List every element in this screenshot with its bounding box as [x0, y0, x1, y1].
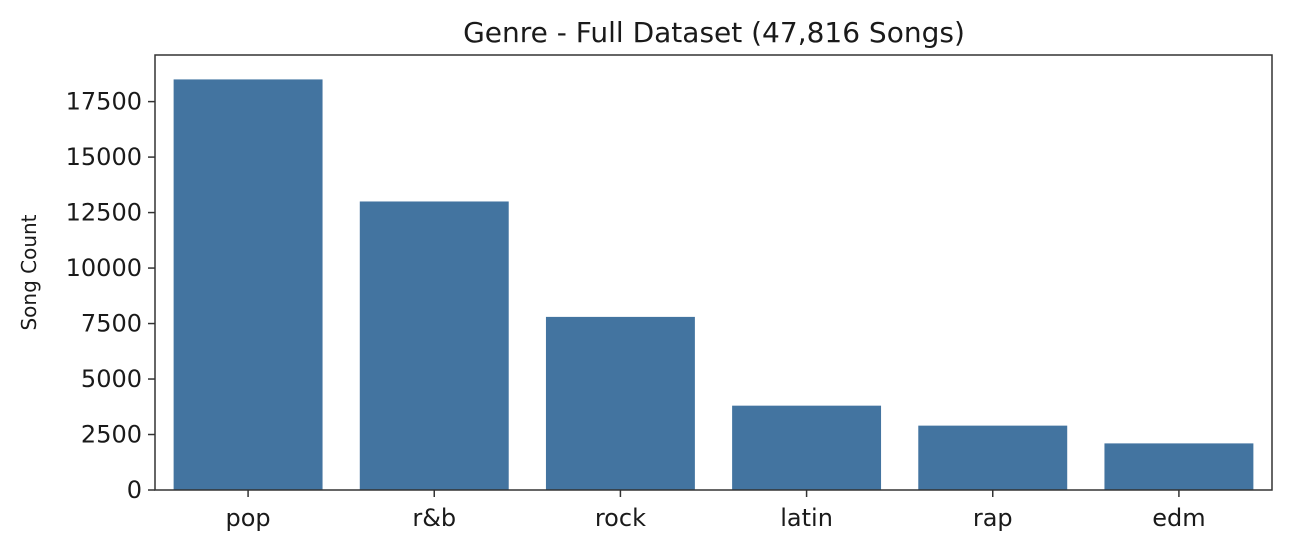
- bar-rock: [545, 316, 695, 490]
- y-tick-label: 12500: [66, 199, 142, 227]
- y-tick-label: 2500: [81, 421, 142, 449]
- y-tick-label: 5000: [81, 365, 142, 393]
- y-tick-label: 10000: [66, 254, 142, 282]
- y-axis: 0 2500 5000 7500 10000 12500 15000 17500: [66, 88, 155, 504]
- chart-title: Genre - Full Dataset (47,816 Songs): [463, 16, 965, 49]
- plot-frame: [154, 54, 1273, 491]
- y-tick-label: 15000: [66, 143, 142, 171]
- x-tick-label: latin: [780, 504, 833, 532]
- x-tick-label: r&b: [412, 504, 456, 532]
- y-tick-label: 0: [127, 476, 142, 504]
- bar-pop: [173, 79, 323, 490]
- x-axis: pop r&b rock latin rap edm: [226, 490, 1206, 532]
- x-tick-label: rock: [595, 504, 646, 532]
- x-tick-label: edm: [1152, 504, 1205, 532]
- x-tick-label: rap: [973, 504, 1013, 532]
- x-tick-label: pop: [226, 504, 271, 532]
- bar-edm: [1104, 443, 1254, 490]
- y-tick-label: 7500: [81, 310, 142, 338]
- y-tick-label: 17500: [66, 88, 142, 116]
- bar-latin: [732, 405, 882, 490]
- y-axis-title: Song Count: [17, 214, 41, 330]
- bars-group: [173, 79, 1254, 490]
- bar-rap: [918, 425, 1068, 490]
- bar-rb: [359, 201, 509, 490]
